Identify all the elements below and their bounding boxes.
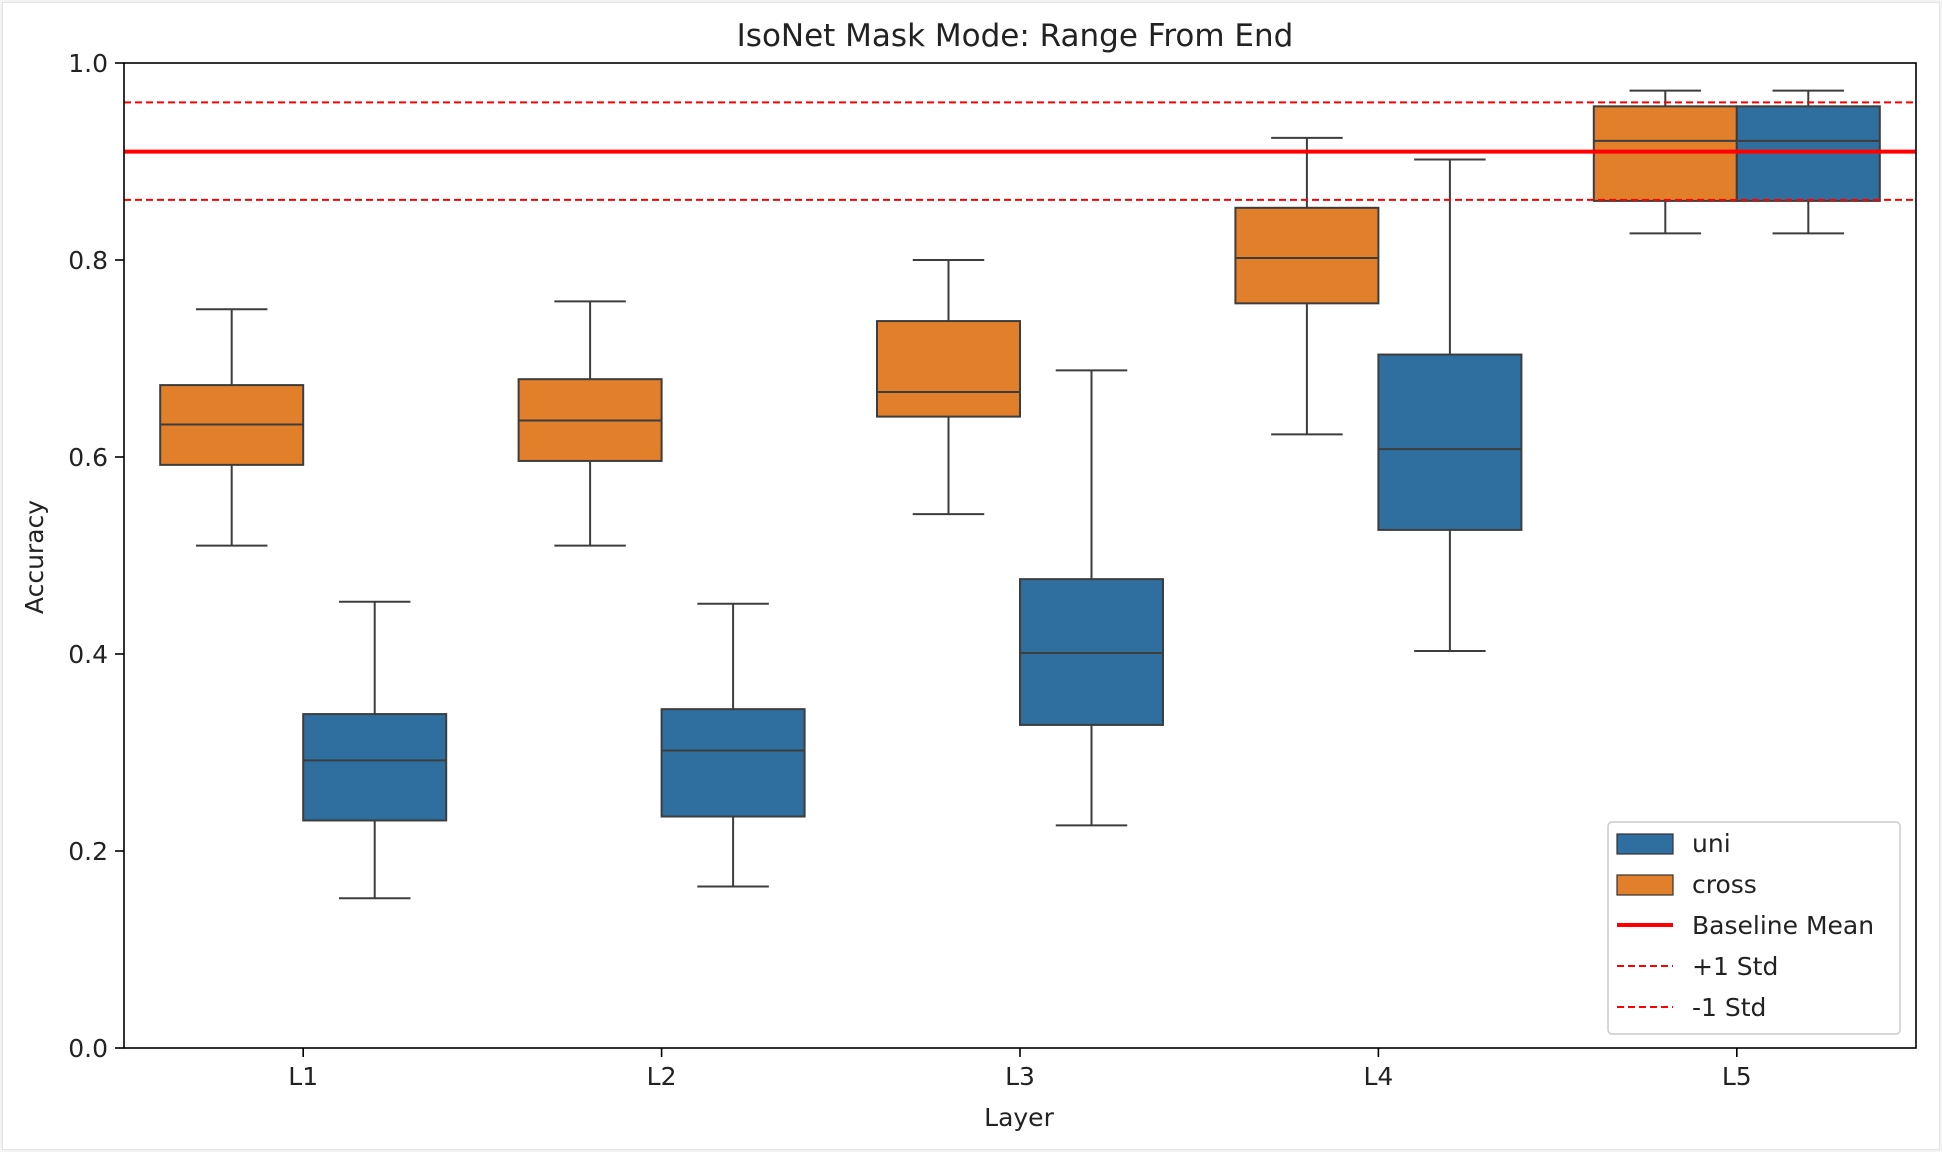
y-tick-label: 0.6: [68, 443, 108, 472]
legend-label-uni: uni: [1692, 829, 1731, 858]
x-tick-label: L5: [1722, 1062, 1752, 1091]
box-cross-l3: [876, 320, 1021, 418]
y-tick-label: 0.4: [68, 640, 108, 669]
x-tick-label: L4: [1363, 1062, 1393, 1091]
legend-swatch-cross: [1616, 874, 1674, 896]
legend-swatch-uni: [1616, 833, 1674, 855]
box-uni-l1: [302, 713, 448, 822]
y-tick-label: 0.2: [68, 837, 108, 866]
y-tick-label: 1.0: [68, 49, 108, 78]
legend: uni cross Baseline Mean +1 Std -1 Std: [1607, 821, 1901, 1035]
legend-frame: [1607, 821, 1901, 1035]
box-cross-l4: [1234, 206, 1380, 305]
legend-label-baseline-mean: Baseline Mean: [1692, 911, 1874, 940]
legend-label-plus-std: +1 Std: [1692, 952, 1778, 981]
plot-area: 0.0 0.2 0.4 0.6 0.8 1.0 L1 L2 L3 L4 L5: [68, 49, 1917, 1091]
legend-label-cross: cross: [1692, 870, 1757, 899]
x-tick-label: L2: [647, 1062, 677, 1091]
box-uni-l4: [1377, 353, 1523, 531]
x-axis-label: Layer: [984, 1103, 1054, 1132]
y-tick-label: 0.0: [68, 1034, 108, 1063]
x-tick-label: L1: [288, 1062, 318, 1091]
legend-label-minus-std: -1 Std: [1692, 993, 1766, 1022]
x-tick-label: L3: [1005, 1062, 1035, 1091]
y-axis-label: Accuracy: [20, 500, 49, 614]
box-uni-l2: [660, 708, 806, 818]
chart-title: IsoNet Mask Mode: Range From End: [737, 18, 1294, 54]
y-tick-label: 0.8: [68, 246, 108, 275]
